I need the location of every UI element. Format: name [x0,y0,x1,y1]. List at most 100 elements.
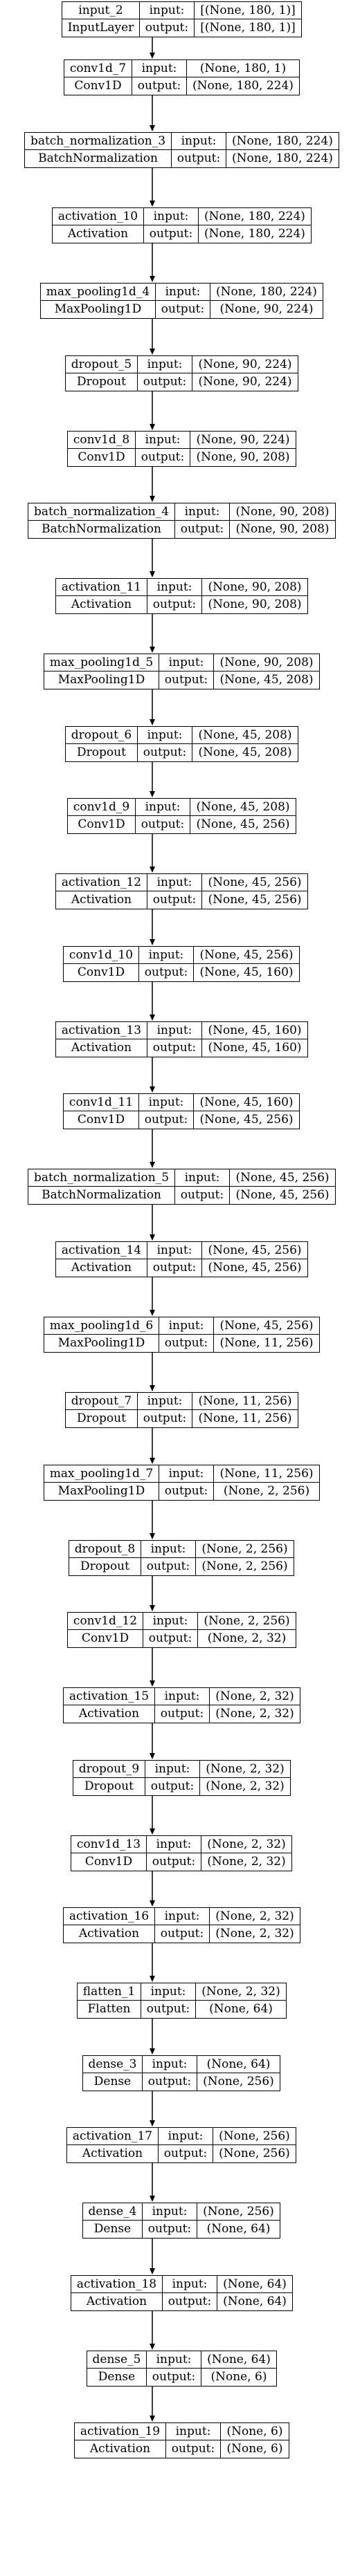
edge-arrowhead [150,2120,155,2126]
output-shape: (None, 2, 256) [223,1484,310,1498]
output-label: output: [163,2293,217,2310]
output-shape: (None, 64) [206,2222,271,2236]
layer-node: batch_normalization_5 input: (None, 45, 25… [28,1169,336,1205]
layer-node: input_2 input: [(None, 180, 1)] InputLayer o… [62,1,302,37]
output-shape: (None, 45, 256) [208,1261,302,1275]
layer-node: conv1d_8 input: (None, 90, 224) Conv1D outpu… [67,431,296,467]
edge-arrowhead [150,1014,155,1021]
layer-type: BatchNormalization [28,521,175,538]
output-shape: (None, 2, 32) [207,1855,286,1869]
input-label: input: [147,579,202,596]
layer-name: max_pooling1d_5 [44,654,159,671]
output-shape: (None, 11, 256) [219,1336,314,1350]
edge-arrowhead [150,1680,155,1687]
layer-type: Dense [83,2073,143,2091]
output-shape: (None, 90, 208) [208,597,302,611]
output-label: output: [143,2221,197,2238]
output-label: output: [136,816,190,833]
output-label: output: [175,521,230,538]
layer-name: activation_11 [56,579,147,596]
output-shape: (None, 45, 160) [199,965,294,979]
output-label: output: [141,2001,196,2018]
layer-type: Conv1D [64,964,139,981]
layer-type: Activation [56,1039,147,1057]
input-shape: (None, 2, 32) [200,1761,290,1778]
input-label: input: [143,2056,197,2073]
edge-arrowhead [150,791,155,797]
edge-arrowhead [150,1086,155,1093]
layer-name: conv1d_8 [68,432,136,449]
output-shape: (None, 2, 32) [207,1631,287,1645]
layer-node: dropout_7 input: (None, 11, 256) Dropout out… [65,1392,298,1428]
input-shape: (None, 45, 160) [194,1094,299,1111]
output-shape: (None, 45, 256) [199,1113,294,1127]
output-shape: (None, 64) [223,2295,287,2308]
layer-node: dropout_9 input: (None, 2, 32) Dropout outpu… [73,1760,291,1796]
output-shape: (None, 45, 208) [198,745,292,759]
input-shape: (None, 45, 256) [202,1242,307,1259]
edge-arrowhead [150,1385,155,1391]
input-label: input: [163,2276,217,2293]
edge-arrowhead [150,1310,155,1316]
input-shape: (None, 11, 256) [192,1393,298,1410]
input-label: input: [143,2203,197,2221]
output-label: output: [147,1853,201,1871]
input-shape: (None, 45, 256) [202,874,307,891]
layer-name: activation_14 [56,1242,147,1259]
layer-type: InputLayer [62,19,140,37]
output-shape: (None, 90, 224) [219,302,314,316]
layer-node: max_pooling1d_5 input: (None, 90, 208) MaxP… [44,654,320,689]
output-label: output: [147,1039,202,1057]
layer-name: activation_13 [56,1022,147,1039]
input-label: input: [136,432,190,449]
input-label: input: [172,133,226,150]
layer-node: dropout_8 input: (None, 2, 256) Dropout outp… [69,1540,294,1576]
layer-node: activation_10 input: (None, 180, 224) Activ… [52,207,312,243]
output-shape: (None, 180, 224) [232,151,333,165]
layer-name: activation_18 [71,2276,163,2293]
layer-node: conv1d_7 input: (None, 180, 1) Conv1D output… [64,59,300,95]
input-shape: (None, 64) [201,2351,276,2369]
layer-node: dense_5 input: (None, 64) Dense output: (None… [87,2351,277,2387]
input-shape: (None, 2, 32) [210,1688,300,1705]
input-label: input: [175,1169,230,1187]
edge-arrowhead [150,53,155,59]
input-label: input: [156,284,210,301]
layer-name: batch_normalization_4 [28,503,175,521]
layer-name: dropout_7 [66,1393,138,1410]
layer-name: activation_19 [75,2423,166,2440]
input-label: input: [138,356,192,373]
input-label: input: [159,2128,213,2145]
edge-arrowhead [150,125,155,131]
input-label: input: [141,1541,196,1558]
output-label: output: [136,449,190,466]
layer-type: Dense [87,2369,147,2386]
edge-arrowhead [150,1162,155,1168]
layer-node: activation_14 input: (None, 45, 256) Activa… [55,1241,308,1277]
output-label: output: [172,150,226,167]
layer-type: MaxPooling1D [44,671,159,689]
layer-node: conv1d_13 input: (None, 2, 32) Conv1D output… [71,1835,292,1871]
output-label: output: [143,1630,198,1647]
edge-arrowhead [150,939,155,945]
output-label: output: [147,2369,201,2386]
output-label: output: [166,2440,221,2458]
input-label: input: [166,2423,221,2440]
layer-name: dropout_6 [66,727,138,744]
layer-type: Activation [64,1925,155,1943]
layer-node: dropout_6 input: (None, 45, 208) Dropout out… [65,726,298,762]
layer-type: BatchNormalization [28,1187,175,1204]
input-shape: (None, 64) [197,2056,280,2073]
input-label: input: [136,799,190,816]
output-label: output: [155,1925,210,1943]
input-shape: (None, 45, 160) [202,1022,307,1039]
edge-arrowhead [150,1458,155,1464]
input-label: input: [143,1613,198,1630]
input-shape: (None, 2, 256) [198,1613,296,1630]
output-shape: (None, 2, 256) [201,1559,288,1573]
layer-type: Dense [83,2221,143,2238]
output-label: output: [147,596,202,613]
input-shape: (None, 2, 32) [196,1983,286,2001]
layer-type: BatchNormalization [25,150,172,167]
